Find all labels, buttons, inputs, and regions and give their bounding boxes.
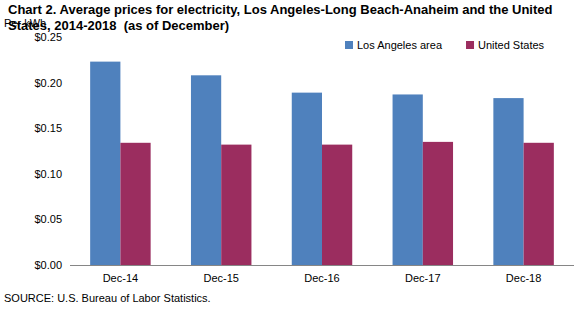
bar — [524, 143, 554, 265]
x-tick-label: Dec-17 — [405, 272, 440, 284]
y-tick-label: $0.00 — [34, 259, 62, 271]
bar — [120, 143, 150, 265]
legend-label: United States — [478, 39, 545, 51]
bar — [493, 98, 523, 265]
chart-title: Chart 2. Average prices for electricity,… — [8, 2, 568, 34]
x-tick-label: Dec-15 — [203, 272, 238, 284]
y-tick — [66, 265, 70, 266]
x-tick-label: Dec-14 — [103, 272, 138, 284]
y-tick — [66, 219, 70, 220]
bar — [90, 62, 120, 265]
bar — [423, 142, 453, 265]
chart: $0.00 $0.05 $0.10 $0.15 $0.20 $0.25 Per kWh Dec… — [0, 0, 579, 310]
legend-label: Los Angeles area — [357, 39, 443, 51]
y-tick — [66, 37, 70, 38]
y-tick-label: $0.20 — [34, 77, 62, 89]
bar — [191, 75, 221, 265]
y-axis-label: Per kWh — [4, 17, 46, 29]
bar — [393, 94, 423, 265]
source: SOURCE: U.S. Bureau of Labor Statistics. — [4, 292, 211, 304]
legend-swatch — [466, 41, 474, 49]
legend-swatch — [345, 41, 353, 49]
x-axis — [70, 265, 574, 266]
bar — [322, 145, 352, 265]
y-tick — [66, 82, 70, 83]
bar — [292, 93, 322, 265]
y-tick-label: $0.15 — [34, 122, 62, 134]
x-tick-label: Dec-16 — [304, 272, 339, 284]
y-tick-label: $0.10 — [34, 168, 62, 180]
y-tick-label: $0.05 — [34, 213, 62, 225]
y-tick — [66, 173, 70, 174]
y-tick — [66, 128, 70, 129]
y-tick-label: $0.25 — [34, 31, 62, 43]
bar — [221, 145, 251, 265]
bars — [90, 62, 554, 265]
x-tick-label: Dec-18 — [506, 272, 541, 284]
